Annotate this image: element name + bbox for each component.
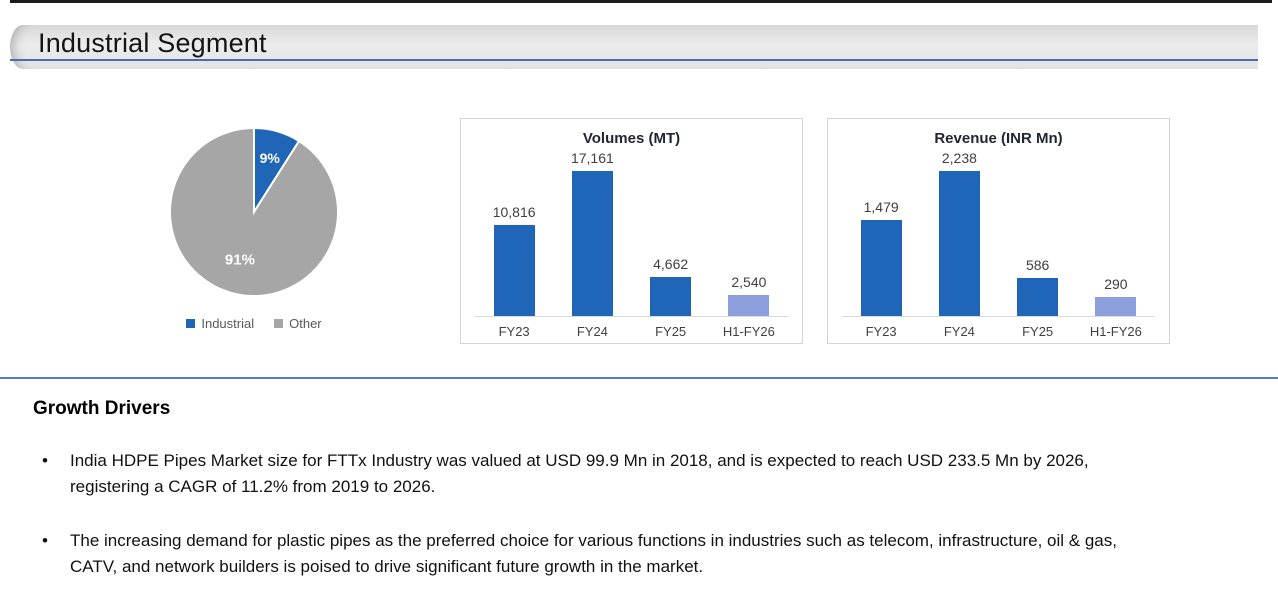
bar-group-FY25: 586 [1017, 155, 1059, 316]
bar [1095, 297, 1137, 316]
bar-value-label: 4,662 [653, 256, 689, 272]
section-divider-line [0, 377, 1278, 379]
bar-group-FY23: 1,479 [860, 155, 902, 316]
top-border-line [10, 0, 1272, 3]
bar-group-FY25: 4,662 [650, 155, 692, 316]
chart-title: Revenue (INR Mn) [934, 130, 1063, 147]
volumes-x-axis: FY23 FY24 FY25 H1-FY26 [475, 321, 788, 341]
pie-svg [169, 126, 339, 297]
header-bar: Industrial Segment [10, 25, 1258, 69]
axis-category-label: FY25 [655, 323, 687, 339]
bullet-icon: • [42, 531, 48, 550]
growth-drivers-heading: Growth Drivers [33, 398, 171, 419]
bullet-list: • India HDPE Pipes Market size for FTTx … [42, 448, 1242, 608]
bar-value-label: 2,540 [731, 274, 767, 290]
legend-swatch-icon [274, 319, 284, 328]
bullet-item: • The increasing demand for plastic pipe… [42, 528, 1242, 580]
legend-label: Other [289, 316, 322, 331]
axis-category-label: FY23 [498, 323, 530, 339]
bar-value-label: 1,479 [863, 199, 899, 215]
bar-value-label: 290 [1104, 276, 1128, 292]
revenue-x-axis: FY23 FY24 FY25 H1-FY26 [842, 321, 1155, 341]
volumes-plot-area: 10,816 17,161 4,662 2,540 [475, 150, 788, 317]
bar-group-FY24: 17,161 [571, 150, 614, 316]
pie-value-label: 9% [259, 149, 280, 166]
bar-value-label: 17,161 [570, 150, 614, 166]
bullet-item: • India HDPE Pipes Market size for FTTx … [42, 448, 1242, 500]
axis-category-label: FY25 [1022, 323, 1054, 339]
revenue-plot-area: 1,479 2,238 586 290 [842, 150, 1155, 317]
bar [1017, 278, 1059, 316]
page-title: Industrial Segment [38, 28, 267, 58]
legend-item-other: Other [274, 316, 322, 331]
bar-group-FY23: 10,816 [492, 155, 536, 316]
axis-category-label: H1-FY26 [722, 323, 775, 339]
legend-item-industrial: Industrial [186, 316, 254, 331]
bar [860, 220, 902, 316]
bar [493, 225, 535, 316]
pie-chart: 9% 91% [154, 112, 354, 312]
bullet-icon: • [42, 451, 48, 470]
bullet-text: The increasing demand for plastic pipes … [70, 531, 1117, 576]
bar [650, 277, 692, 316]
bar [938, 171, 980, 316]
axis-category-label: FY23 [865, 323, 897, 339]
bar [571, 171, 613, 316]
pie-value-label: 91% [224, 251, 255, 269]
bar-value-label: 10,816 [492, 204, 536, 220]
axis-category-label: FY24 [943, 323, 975, 339]
header-underline [10, 59, 1258, 61]
axis-category-label: H1-FY26 [1089, 323, 1142, 339]
pie-slice-other [169, 126, 339, 297]
legend-swatch-icon [186, 319, 196, 328]
bar-value-label: 586 [1025, 257, 1050, 273]
revenue-chart-panel: Revenue (INR Mn) 1,479 2,238 586 290 FY23 FY… [827, 118, 1170, 344]
pie-legend: Industrial Other [144, 316, 364, 331]
bar-group-H1-FY26: 2,540 [728, 155, 770, 316]
volumes-chart-panel: Volumes (MT) 10,816 17,161 4,662 2,540 FY23… [460, 118, 803, 344]
chart-title: Volumes (MT) [582, 130, 681, 147]
legend-label: Industrial [201, 316, 255, 331]
bar-group-H1-FY26: 290 [1095, 155, 1137, 316]
bullet-text: India HDPE Pipes Market size for FTTx In… [70, 451, 1089, 496]
bar-value-label: 2,238 [941, 150, 977, 166]
axis-category-label: FY24 [576, 323, 608, 339]
bar [728, 295, 770, 316]
bar-group-FY24: 2,238 [938, 150, 980, 316]
